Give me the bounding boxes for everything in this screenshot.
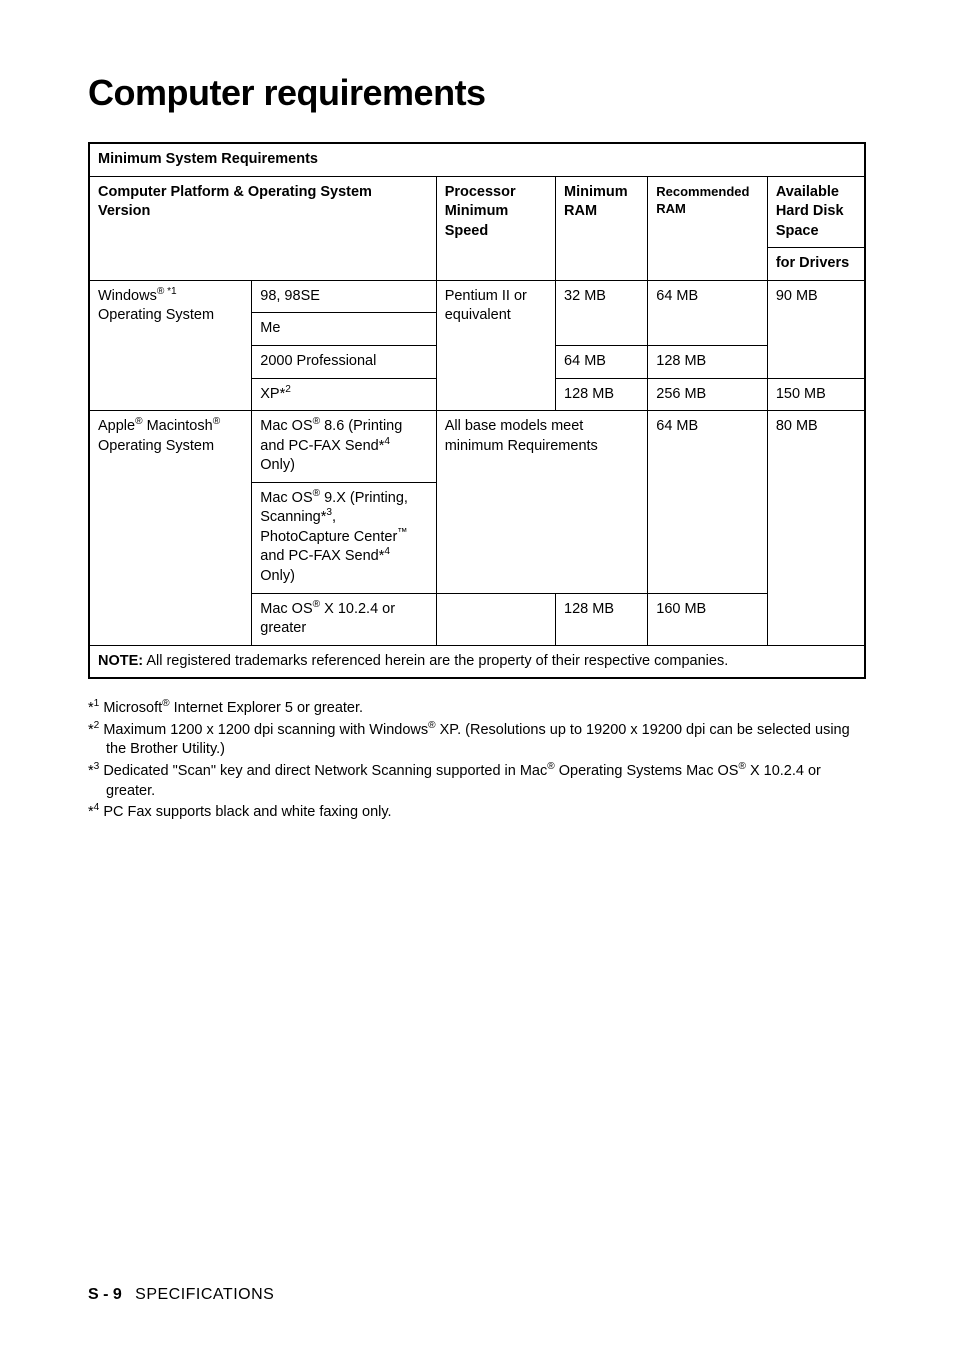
sup: ® <box>162 698 169 709</box>
col-disk-sub: for Drivers <box>767 248 865 281</box>
footnote-3: *3 Dedicated "Scan" key and direct Netwo… <box>88 762 866 801</box>
sup: ® <box>313 599 320 610</box>
mac-ver-x: Mac OS® X 10.2.4 or greater <box>252 593 436 645</box>
footnote-2: *2 Maximum 1200 x 1200 dpi scanning with… <box>88 721 866 760</box>
col-platform: Computer Platform & Operating System Ver… <box>89 176 436 280</box>
text: Windows <box>98 288 157 304</box>
mac-ver-9x: Mac OS® 9.X (Printing, Scanning*3, Photo… <box>252 482 436 593</box>
text: PC Fax supports black and white faxing o… <box>99 804 391 820</box>
sup: ® <box>135 416 142 427</box>
sup: 4 <box>384 547 390 558</box>
win-rec-ram-3: 128 MB <box>648 345 768 378</box>
sup: ® <box>428 720 435 731</box>
win-processor: Pentium II or equivalent <box>436 280 555 410</box>
col-min-ram: Minimum RAM <box>556 176 648 280</box>
sup: 2 <box>285 384 291 395</box>
note-text: All registered trademarks referenced her… <box>143 653 728 669</box>
mac-ver-86: Mac OS® 8.6 (Printing and PC-FAX Send*4 … <box>252 411 436 483</box>
win-min-ram-4: 128 MB <box>556 378 648 411</box>
win-ver-98: 98, 98SE <box>252 280 436 313</box>
win-disk-1: 90 MB <box>767 280 865 378</box>
win-ver-xp: XP*2 <box>252 378 436 411</box>
text: Internet Explorer 5 or greater. <box>170 700 363 716</box>
note-row: NOTE: All registered trademarks referenc… <box>89 645 865 678</box>
win-min-ram-1: 32 MB <box>556 280 648 345</box>
sup: ® <box>547 761 554 772</box>
text: Only) <box>260 457 295 473</box>
sup: ® <box>313 488 320 499</box>
mac-rec-ram-3: 160 MB <box>648 593 768 645</box>
text: and PC-FAX Send* <box>260 548 384 564</box>
text: Microsoft <box>99 700 162 716</box>
sup: ® <box>738 761 745 772</box>
text: Apple <box>98 418 135 434</box>
sup: ® <box>213 416 220 427</box>
footnotes: *1 Microsoft® Internet Explorer 5 or gre… <box>88 699 866 822</box>
win-disk-4: 150 MB <box>767 378 865 411</box>
text: Dedicated "Scan" key and direct Network … <box>99 763 547 779</box>
page-title: Computer requirements <box>88 72 866 114</box>
page-footer: S - 9 SPECIFICATIONS <box>88 1286 274 1304</box>
footnote-4: *4 PC Fax supports black and white faxin… <box>88 803 866 823</box>
text: Only) <box>260 568 295 584</box>
requirements-table: Minimum System Requirements Computer Pla… <box>88 142 866 679</box>
mac-min-ram-3: 128 MB <box>556 593 648 645</box>
col-disk: Available Hard Disk Space <box>767 176 865 248</box>
mac-disk-1: 80 MB <box>767 411 865 646</box>
text: Maximum 1200 x 1200 dpi scanning with Wi… <box>99 722 428 738</box>
win-rec-ram-1: 64 MB <box>648 280 768 345</box>
section-name: SPECIFICATIONS <box>135 1286 274 1303</box>
win-ver-2000: 2000 Professional <box>252 345 436 378</box>
win-min-ram-3: 64 MB <box>556 345 648 378</box>
text: Macintosh <box>143 418 213 434</box>
col-rec-ram: Recommended RAM <box>648 176 768 280</box>
mac-rec-ram-1: 64 MB <box>648 411 768 594</box>
windows-platform-label: Windows® *1 Operating System <box>89 280 252 410</box>
page: Computer requirements Minimum System Req… <box>0 0 954 1352</box>
text: Mac OS <box>260 490 312 506</box>
text: Operating System <box>98 307 214 323</box>
win-rec-ram-4: 256 MB <box>648 378 768 411</box>
text: Mac OS <box>260 418 312 434</box>
sup: ™ <box>397 527 407 538</box>
mac-processor: All base models meet minimum Requirement… <box>436 411 648 594</box>
mac-proc-empty <box>436 593 555 645</box>
note-bold: NOTE: <box>98 653 143 669</box>
table-title: Minimum System Requirements <box>89 143 865 176</box>
page-number: S - 9 <box>88 1286 122 1303</box>
col-processor: Processor Minimum Speed <box>436 176 555 280</box>
sup: 4 <box>384 436 390 447</box>
text: Operating System <box>98 438 214 454</box>
mac-platform-label: Apple® Macintosh® Operating System <box>89 411 252 646</box>
text: XP* <box>260 386 285 402</box>
sup: ® <box>313 416 320 427</box>
text: Operating Systems Mac OS <box>555 763 739 779</box>
win-ver-me: Me <box>252 313 436 346</box>
text: Mac OS <box>260 601 312 617</box>
footnote-1: *1 Microsoft® Internet Explorer 5 or gre… <box>88 699 866 719</box>
sup: ® *1 <box>157 286 177 297</box>
